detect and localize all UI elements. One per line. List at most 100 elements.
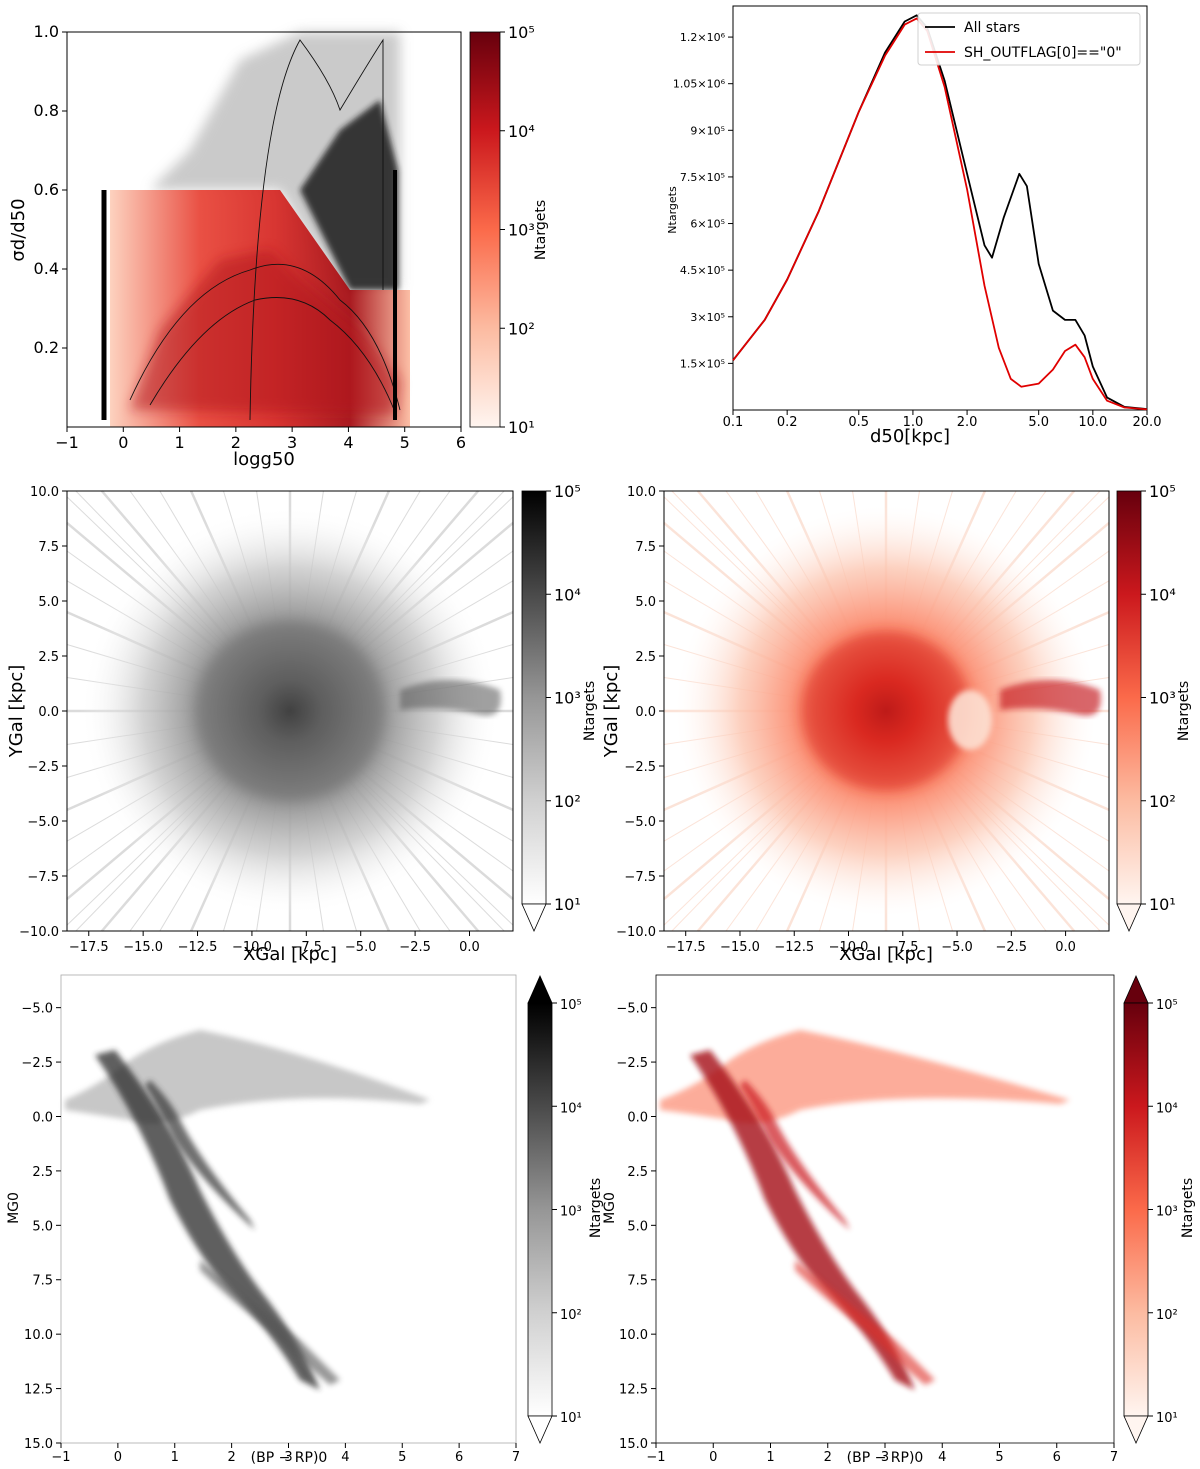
colorbar-tick-label: 10⁴ — [508, 122, 535, 141]
y-tick-label: 0.2 — [34, 338, 59, 357]
colorbar-tick-label: 10¹ — [1156, 1411, 1178, 1426]
x-tick-label: 5 — [400, 433, 410, 452]
x-tick-label: 4 — [341, 1450, 349, 1465]
y-axis: −10.0 −7.5 −5.0 −2.5 0.0 2.5 5.0 7.5 10.0 — [19, 485, 67, 940]
x-tick-label: 2.0 — [957, 415, 978, 430]
y-tick-label: −7.5 — [27, 870, 59, 885]
x-tick-label: −12.5 — [178, 940, 218, 955]
x-tick-label: 0 — [709, 1450, 717, 1465]
colorbar-tick-label: 10⁵ — [554, 482, 581, 501]
x-tick-label: −15.0 — [123, 940, 163, 955]
colorbar-tick-label: 10⁵ — [508, 23, 535, 42]
x-axis-label: (BP − RP)0 — [847, 1450, 924, 1466]
y-tick-label: −10.0 — [616, 925, 656, 940]
colorbar-extend-arrow — [1116, 903, 1142, 932]
y-axis: −5.0 −2.5 0.0 2.5 5.0 7.5 10.0 12.5 15.0 — [21, 1002, 61, 1452]
panel-cmd-all: −1 0 1 2 3 4 5 6 7 −5.0 −2.5 0.0 2.5 5.0 7.5 10.0 12.5 1… — [6, 974, 604, 1466]
x-tick-label: 5 — [398, 1450, 406, 1465]
y-tick-label: 3×10⁵ — [690, 311, 725, 324]
x-tick-label: −5.0 — [941, 940, 973, 955]
y-tick-label: 7.5 — [635, 540, 656, 555]
x-tick-label: 10.0 — [1078, 415, 1107, 430]
x-tick-label: −1 — [646, 1450, 665, 1465]
y-tick-label: 0.8 — [34, 101, 59, 120]
y-tick-label: 2.5 — [627, 1165, 648, 1180]
colorbar-tick-label: 10³ — [554, 689, 581, 708]
y-tick-label: 7.5 — [38, 540, 59, 555]
colorbar-label: Ntargets — [533, 200, 549, 260]
colorbar-tick-label: 10² — [554, 792, 581, 811]
y-tick-label: 7.5×10⁵ — [680, 171, 725, 184]
y-tick-label: 15.0 — [619, 1437, 648, 1452]
y-tick-label: 5.0 — [627, 1219, 648, 1234]
colorbar-extend-arrow — [521, 903, 547, 932]
colorbar-tick-label: 10⁴ — [554, 585, 581, 604]
x-tick-label: −7.5 — [887, 940, 919, 955]
y-tick-label: 4.5×10⁵ — [680, 264, 725, 277]
y-axis: −5.0 −2.5 0.0 2.5 5.0 7.5 10.0 12.5 15.0 — [616, 1002, 656, 1452]
x-tick-label: −12.5 — [774, 940, 814, 955]
y-tick-label: −7.5 — [624, 870, 656, 885]
y-tick-label: 0.0 — [32, 1110, 53, 1125]
y-tick-label: 1.2×10⁶ — [680, 31, 726, 44]
colorbar-tick-label: 10⁴ — [1156, 1101, 1178, 1116]
y-tick-label: −2.5 — [624, 760, 656, 775]
x-tick-label: 5.0 — [1028, 415, 1049, 430]
y-tick-label: 12.5 — [619, 1383, 648, 1398]
x-tick-label: −5.0 — [345, 940, 377, 955]
x-tick-label: −17.5 — [69, 940, 109, 955]
y-tick-label: 1.0 — [34, 22, 59, 41]
y-tick-label: −2.5 — [27, 760, 59, 775]
contour-line — [149, 297, 396, 413]
colorbar-label: Ntargets — [582, 681, 598, 741]
y-axis-label: YGal [kpc] — [6, 665, 27, 759]
y-tick-label: 5.0 — [38, 595, 59, 610]
colorbar-label: Ntargets — [1176, 681, 1192, 741]
x-tick-label: 4 — [343, 433, 353, 452]
x-axis: 0.1 0.2 0.5 1.0 2.0 5.0 10.0 20.0 — [723, 410, 1161, 430]
x-tick-label: 0 — [118, 433, 128, 452]
x-tick-label: 3 — [284, 1450, 292, 1465]
y-tick-label: 0.4 — [34, 259, 59, 278]
colorbar-tick-label: 10⁴ — [560, 1101, 582, 1116]
colorbar-tick-label: 10³ — [560, 1205, 582, 1220]
colorbar-tick-label: 10⁵ — [1156, 998, 1178, 1013]
y-axis-label: MG0 — [602, 1192, 618, 1224]
colorbar-tick-label: 10¹ — [508, 418, 535, 437]
red-density-core — [130, 250, 400, 415]
y-tick-label: 2.5 — [32, 1165, 53, 1180]
y-axis-label: Ntargets — [666, 186, 679, 234]
x-tick-label: 1 — [766, 1450, 774, 1465]
plot-frame — [66, 31, 462, 428]
x-axis: −1 0 1 2 3 4 5 6 7 — [646, 1443, 1118, 1465]
y-tick-label: 10.0 — [619, 1328, 648, 1343]
colorbar-tick-label: 10⁵ — [560, 998, 582, 1013]
colorbar — [521, 490, 547, 905]
y-axis-label: σd/d50 — [8, 198, 29, 261]
y-tick-label: −5.0 — [27, 815, 59, 830]
x-axis-label: XGal [kpc] — [839, 944, 933, 965]
x-tick-label: 4 — [938, 1450, 946, 1465]
x-axis: −17.5 −15.0 −12.5 −10.0 −7.5 −5.0 −2.5 0.0 — [666, 931, 1076, 955]
x-tick-label: 0.5 — [848, 415, 869, 430]
y-tick-label: −5.0 — [21, 1002, 53, 1017]
y-tick-label: 1.05×10⁶ — [673, 78, 726, 91]
colorbar-label: Ntargets — [588, 1178, 604, 1238]
y-axis-label: YGal [kpc] — [601, 665, 622, 759]
x-axis: −17.5 −15.0 −12.5 −10.0 −7.5 −5.0 −2.5 0.0 — [69, 931, 480, 955]
colorbar-tick-label: 10¹ — [560, 1411, 582, 1426]
colorbar-extend-arrow — [527, 1415, 553, 1444]
x-tick-label: 6 — [455, 1450, 463, 1465]
x-tick-label: 5 — [995, 1450, 1003, 1465]
colorbar — [527, 1002, 553, 1417]
colorbar-extend-arrow — [1123, 1415, 1149, 1444]
density-arm — [400, 680, 501, 716]
colorbar-tick-label: 10¹ — [554, 895, 581, 914]
y-axis: −10.0 −7.5 −5.0 −2.5 0.0 2.5 5.0 7.5 10.0 — [616, 485, 664, 940]
y-tick-label: 2.5 — [38, 650, 59, 665]
y-tick-label: 0.0 — [38, 705, 59, 720]
dark-density-core — [300, 100, 398, 290]
y-tick-label: 10.0 — [30, 485, 59, 500]
x-tick-label: 0.0 — [1055, 940, 1076, 955]
colorbar-ticks: 10¹ 10² 10³ 10⁴ 10⁵ — [500, 23, 535, 437]
